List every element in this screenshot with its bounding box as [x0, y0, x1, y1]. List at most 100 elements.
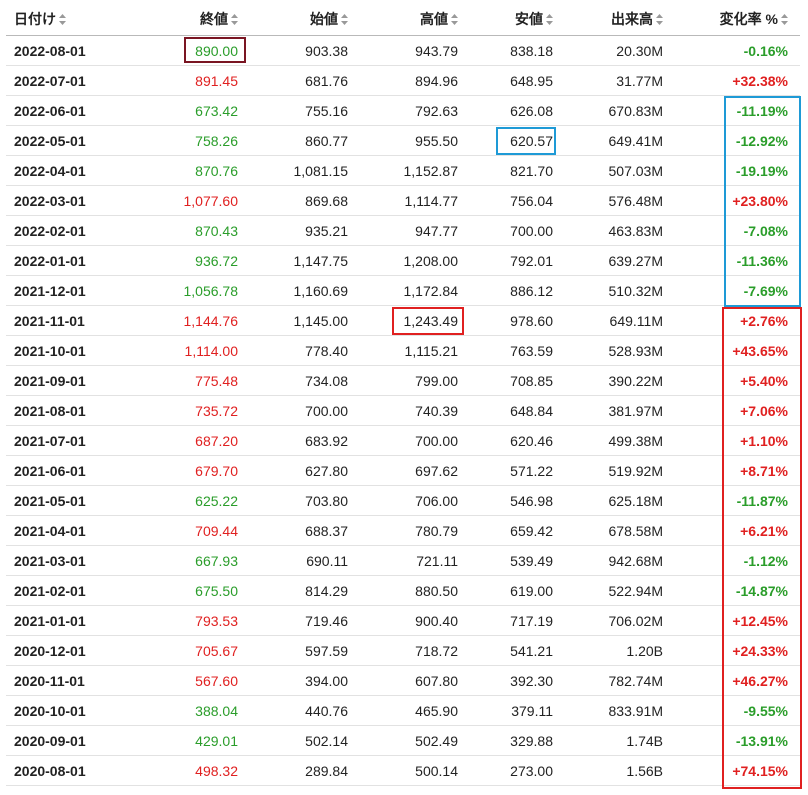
cell-volume: 942.68M — [561, 545, 671, 576]
cell-change: -1.12% — [671, 545, 800, 576]
sort-icon — [451, 14, 458, 26]
cell-close: 1,056.78 — [116, 275, 246, 306]
cell-change: -0.16% — [671, 35, 800, 66]
price-history-table: 日付け 終値 始値 高値 安値 出来高 変化率 % 2022-08-01 890.… — [6, 2, 800, 786]
cell-close: 567.60 — [116, 665, 246, 696]
cell-date: 2021-07-01 — [6, 425, 116, 456]
table-row: 2021-01-01 793.53 719.46 900.40 717.19 706.02… — [6, 605, 800, 636]
highlight-box-close — [184, 37, 246, 63]
cell-high: 500.14 — [356, 755, 466, 786]
column-header-label: 始値 — [310, 10, 338, 27]
cell-close: 388.04 — [116, 695, 246, 726]
cell-low: 620.57 — [466, 125, 561, 156]
cell-change: +46.27% — [671, 665, 800, 696]
cell-low: 626.08 — [466, 95, 561, 126]
cell-low: 379.11 — [466, 695, 561, 726]
cell-close: 890.00 — [116, 35, 246, 66]
cell-date: 2020-11-01 — [6, 665, 116, 696]
cell-change: -13.91% — [671, 725, 800, 756]
table-row: 2022-06-01 673.42 755.16 792.63 626.08 670.83… — [6, 95, 800, 126]
cell-change: +5.40% — [671, 365, 800, 396]
column-header-label: 安値 — [515, 10, 543, 27]
cell-close: 1,114.00 — [116, 335, 246, 366]
cell-change: -11.87% — [671, 485, 800, 516]
cell-high: 1,208.00 — [356, 245, 466, 276]
table-row: 2021-12-01 1,056.78 1,160.69 1,172.84 886.12… — [6, 275, 800, 306]
column-header-low[interactable]: 安値 — [466, 2, 561, 36]
cell-low: 329.88 — [466, 725, 561, 756]
cell-close: 870.76 — [116, 155, 246, 186]
table-row: 2022-02-01 870.43 935.21 947.77 700.00 463.83… — [6, 215, 800, 246]
cell-high: 740.39 — [356, 395, 466, 426]
cell-low: 571.22 — [466, 455, 561, 486]
cell-volume: 463.83M — [561, 215, 671, 246]
cell-change: -9.55% — [671, 695, 800, 726]
cell-high: 697.62 — [356, 455, 466, 486]
cell-change: -11.19% — [671, 95, 800, 126]
cell-open: 703.80 — [246, 485, 356, 516]
cell-high: 780.79 — [356, 515, 466, 546]
cell-date: 2021-10-01 — [6, 335, 116, 366]
column-header-close[interactable]: 終値 — [116, 2, 246, 36]
cell-high: 1,114.77 — [356, 185, 466, 216]
cell-volume: 625.18M — [561, 485, 671, 516]
cell-close: 625.22 — [116, 485, 246, 516]
cell-close: 429.01 — [116, 725, 246, 756]
cell-open: 700.00 — [246, 395, 356, 426]
cell-low: 648.84 — [466, 395, 561, 426]
table-row: 2022-08-01 890.00 903.38 943.79 838.18 20.30M… — [6, 35, 800, 66]
cell-open: 734.08 — [246, 365, 356, 396]
cell-high: 1,243.49 — [356, 305, 466, 336]
table-row: 2021-05-01 625.22 703.80 706.00 546.98 625.18… — [6, 485, 800, 516]
table-row: 2021-11-01 1,144.76 1,145.00 1,243.49 978.60… — [6, 305, 800, 336]
cell-volume: 833.91M — [561, 695, 671, 726]
cell-volume: 1.74B — [561, 725, 671, 756]
cell-close: 1,144.76 — [116, 305, 246, 336]
cell-high: 706.00 — [356, 485, 466, 516]
cell-low: 619.00 — [466, 575, 561, 606]
cell-low: 700.00 — [466, 215, 561, 246]
cell-high: 955.50 — [356, 125, 466, 156]
cell-low: 546.98 — [466, 485, 561, 516]
sort-icon — [341, 14, 348, 26]
column-header-open[interactable]: 始値 — [246, 2, 356, 36]
cell-close: 891.45 — [116, 65, 246, 96]
cell-low: 821.70 — [466, 155, 561, 186]
table-row: 2022-01-01 936.72 1,147.75 1,208.00 792.01 63… — [6, 245, 800, 276]
cell-volume: 649.11M — [561, 305, 671, 336]
cell-open: 440.76 — [246, 695, 356, 726]
cell-high: 792.63 — [356, 95, 466, 126]
cell-low: 541.21 — [466, 635, 561, 666]
cell-volume: 1.56B — [561, 755, 671, 786]
cell-date: 2022-02-01 — [6, 215, 116, 246]
price-history-table-container: 日付け 終値 始値 高値 安値 出来高 変化率 % 2022-08-01 890.… — [6, 2, 800, 786]
column-header-volume[interactable]: 出来高 — [561, 2, 671, 36]
sort-icon — [656, 14, 663, 26]
table-row: 2021-04-01 709.44 688.37 780.79 659.42 678.58… — [6, 515, 800, 546]
table-row: 2021-09-01 775.48 734.08 799.00 708.85 390.22… — [6, 365, 800, 396]
cell-open: 1,081.15 — [246, 155, 356, 186]
column-header-date[interactable]: 日付け — [6, 2, 116, 36]
column-header-change[interactable]: 変化率 % — [671, 2, 800, 36]
cell-high: 721.11 — [356, 545, 466, 576]
cell-volume: 782.74M — [561, 665, 671, 696]
column-header-label: 変化率 % — [719, 10, 778, 27]
cell-close: 673.42 — [116, 95, 246, 126]
cell-change: +1.10% — [671, 425, 800, 456]
cell-change: +12.45% — [671, 605, 800, 636]
cell-date: 2021-02-01 — [6, 575, 116, 606]
cell-date: 2022-03-01 — [6, 185, 116, 216]
cell-volume: 510.32M — [561, 275, 671, 306]
cell-high: 880.50 — [356, 575, 466, 606]
cell-low: 763.59 — [466, 335, 561, 366]
cell-low: 659.42 — [466, 515, 561, 546]
cell-date: 2022-06-01 — [6, 95, 116, 126]
sort-icon — [59, 14, 66, 26]
column-header-high[interactable]: 高値 — [356, 2, 466, 36]
cell-close: 667.93 — [116, 545, 246, 576]
cell-date: 2020-12-01 — [6, 635, 116, 666]
cell-close: 936.72 — [116, 245, 246, 276]
cell-volume: 528.93M — [561, 335, 671, 366]
table-row: 2020-09-01 429.01 502.14 502.49 329.88 1.74B -… — [6, 725, 800, 756]
cell-low: 392.30 — [466, 665, 561, 696]
